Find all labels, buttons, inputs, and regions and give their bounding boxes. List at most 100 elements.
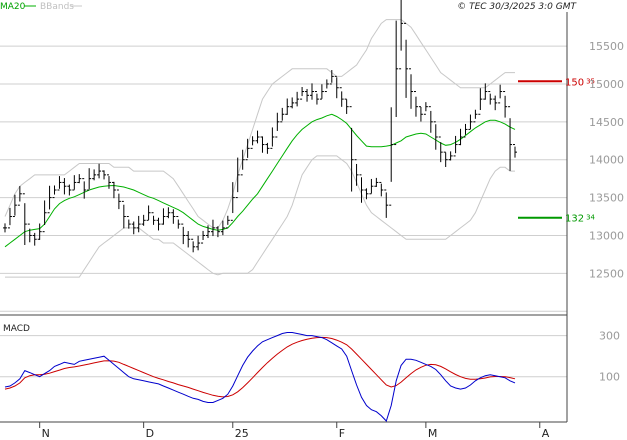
macd-grid xyxy=(0,335,567,378)
price-bar xyxy=(220,220,225,236)
price-bar xyxy=(453,135,458,157)
resistance-level-label: 150 35 xyxy=(565,77,595,88)
y-tick-label: 15000 xyxy=(589,78,624,91)
price-bar xyxy=(438,136,443,163)
price-bar xyxy=(260,136,265,153)
price-bar xyxy=(344,98,349,114)
price-bar xyxy=(210,219,215,237)
price-levels: 150 35 132 34 xyxy=(518,77,596,225)
price-bar xyxy=(196,235,201,251)
price-bar xyxy=(52,185,57,199)
price-bar xyxy=(62,178,67,195)
price-bar xyxy=(300,86,305,100)
price-bar xyxy=(136,215,141,233)
price-bar xyxy=(265,142,270,154)
price-bar xyxy=(463,123,468,138)
price-bar xyxy=(394,20,399,146)
price-bar xyxy=(413,91,418,117)
price-bar xyxy=(324,79,329,93)
price-bar xyxy=(399,0,404,70)
macd-y-tick-label: 300 xyxy=(599,330,620,343)
legend-bbands: BBands xyxy=(40,2,74,12)
price-bars xyxy=(3,0,517,253)
price-bar xyxy=(508,106,513,171)
price-bar xyxy=(364,188,369,200)
y-tick-label: 12500 xyxy=(589,267,624,280)
price-bar xyxy=(488,91,493,105)
price-bar xyxy=(156,217,161,231)
y-tick-label: 14000 xyxy=(589,154,624,167)
price-bar xyxy=(409,68,414,109)
price-bar xyxy=(404,22,409,98)
price-bar xyxy=(295,91,300,107)
price-bar xyxy=(305,88,310,102)
price-bar xyxy=(22,193,27,246)
x-tick-label: F xyxy=(339,427,345,440)
price-bar xyxy=(270,127,275,149)
price-bar xyxy=(493,95,498,111)
price-bar xyxy=(171,209,176,224)
price-bar xyxy=(3,223,7,233)
price-bar xyxy=(82,178,87,199)
price-bar xyxy=(334,75,339,99)
y-tick-label: 13000 xyxy=(589,229,624,242)
price-bar xyxy=(116,189,121,210)
price-bar xyxy=(146,205,151,221)
x-tick-label: N xyxy=(42,427,50,440)
price-bar xyxy=(121,200,126,229)
price-bar xyxy=(369,178,374,195)
macd-lines xyxy=(4,332,516,422)
price-bar xyxy=(240,149,245,176)
price-bar xyxy=(309,83,314,100)
support-level-label: 132 34 xyxy=(565,214,596,225)
x-tick-label: M xyxy=(428,427,438,440)
ma20-line xyxy=(4,113,516,248)
price-bar xyxy=(32,232,37,246)
price-bar xyxy=(106,174,111,189)
price-bar xyxy=(215,226,220,238)
price-bar xyxy=(72,175,77,191)
price-bar xyxy=(186,231,191,248)
price-bar xyxy=(275,112,280,138)
price-bar xyxy=(191,238,196,253)
price-bar xyxy=(250,136,255,149)
price-bar xyxy=(498,84,503,104)
price-bar xyxy=(131,221,136,235)
price-bar xyxy=(319,84,324,100)
price-bar xyxy=(42,200,47,233)
price-bar xyxy=(379,181,384,197)
price-bar xyxy=(235,157,240,199)
price-bar xyxy=(468,114,473,130)
price-bar xyxy=(384,189,389,218)
price-bar xyxy=(314,91,319,105)
price-bar xyxy=(423,102,428,115)
price-bar xyxy=(513,144,517,158)
price-bar xyxy=(354,159,359,186)
y-tick-labels: 12500 13000 13500 14000 14500 15000 15500 100 30… xyxy=(589,40,624,384)
price-bar xyxy=(47,185,52,214)
x-tick-label: 25 xyxy=(235,427,249,440)
price-bar xyxy=(97,163,102,179)
price-bar xyxy=(290,97,295,109)
price-bar xyxy=(166,207,171,219)
price-bar xyxy=(201,230,206,244)
price-bar xyxy=(230,182,235,221)
bb-upper-line xyxy=(4,19,515,229)
price-bar xyxy=(458,128,463,146)
price-bar xyxy=(339,87,344,107)
price-bar xyxy=(225,215,230,229)
y-tick-label: 13500 xyxy=(589,192,624,205)
price-bar xyxy=(389,107,394,206)
x-tick-label: A xyxy=(542,427,550,440)
price-bar xyxy=(374,177,379,187)
price-bar xyxy=(503,91,508,118)
legend-ma20: MA20 xyxy=(0,2,26,12)
price-bar xyxy=(77,174,82,184)
price-bar xyxy=(329,70,334,85)
price-bar xyxy=(92,169,97,181)
ma20-polyline xyxy=(4,113,516,248)
price-bar xyxy=(443,151,448,167)
y-tick-label: 14500 xyxy=(589,116,624,129)
price-bar xyxy=(102,170,107,180)
source-stamp: © TEC 30/3/2025 3:0 GMT xyxy=(457,2,577,12)
